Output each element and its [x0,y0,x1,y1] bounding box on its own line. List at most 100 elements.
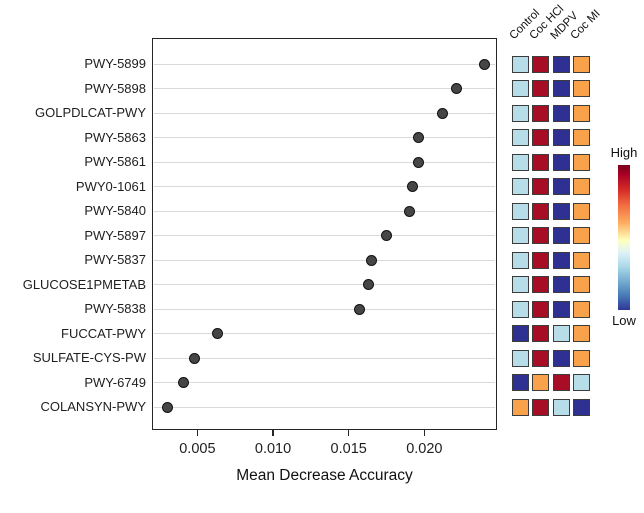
data-point [188,352,200,364]
heatmap-cell [572,251,590,269]
y-axis-category-label: FUCCAT-PWY [61,325,146,341]
heatmap-cell [552,227,570,244]
heatmap-cell [512,80,529,97]
heatmap-cell [512,374,529,391]
data-point [381,230,393,241]
heatmap-cell [552,178,570,195]
y-axis-category-label: SULFATE-CYS-PW [32,350,146,365]
grid-line [154,382,495,383]
heatmap-cell [572,80,590,97]
heatmap-cell [552,300,570,318]
data-point [406,181,418,192]
heatmap-cell [532,129,550,146]
data-point [403,205,415,217]
x-tick [272,430,274,436]
heatmap-cell [512,104,529,122]
y-axis-category-label: PWY-6749 [84,374,146,390]
heatmap-cell [532,276,550,293]
y-axis-category-label: PWY-5838 [84,301,146,316]
data-point [479,58,491,70]
heatmap-cell [532,325,550,342]
x-tick [347,430,350,436]
y-axis-category-label: COLANSYN-PWY [40,399,146,414]
y-axis-category-label: PWY-5837 [84,252,146,267]
y-axis-category-label: GLUCOSE1PMETAB [22,276,146,292]
heatmap-cell [512,251,529,269]
heatmap-cell [552,202,570,220]
heatmap-cell [512,325,529,342]
heatmap-cell [532,349,550,367]
heatmap-cell [572,129,590,146]
grid-line [154,333,495,334]
heatmap-cell [532,398,550,416]
heatmap-cell [572,202,590,220]
y-axis-category-label: PWY-5897 [84,227,146,243]
heatmap-cell [552,153,570,171]
plot-area [152,38,497,430]
heatmap-cell [532,374,550,391]
grid-line [154,63,495,65]
heatmap-cell [572,178,590,195]
heatmap-cell [532,178,550,195]
colorbar-gradient [618,165,630,310]
heatmap-cell [572,104,590,122]
data-point [412,156,424,168]
grid-line [154,357,495,359]
data-point [412,132,424,143]
grid-line [154,235,495,236]
heatmap-cell [512,300,529,318]
heatmap-cell [512,227,529,244]
heatmap-cell [532,80,550,97]
heatmap-cell [572,227,590,244]
heatmap-cell [552,398,570,416]
heatmap-cell [552,129,570,146]
x-axis-title: Mean Decrease Accuracy [236,467,413,484]
data-point [362,279,374,290]
x-tick [423,430,426,436]
heatmap-cell [552,349,570,367]
x-tick-label: 0.010 [254,441,292,457]
heatmap-cell [552,251,570,269]
heatmap-cell [532,55,550,73]
heatmap-cell [532,104,550,122]
data-point [161,401,173,413]
grid-line [154,137,495,138]
grid-line [154,308,495,310]
heatmap-cell [552,55,570,73]
heatmap-cell [512,55,529,73]
heatmap-cell [532,227,550,244]
grid-line [154,88,495,89]
y-axis-category-label: PWY-5899 [84,56,146,71]
colorbar-high-label: High [610,145,638,160]
heatmap-cell [512,398,529,416]
heatmap-cell [512,129,529,146]
heatmap-cell [512,276,529,293]
y-axis-category-label: PWY-5840 [84,203,146,218]
y-axis-category-label: PWY-5898 [84,80,146,96]
data-point [365,254,377,266]
heatmap-cell [512,153,529,171]
heatmap-cell [532,251,550,269]
x-tick-label: 0.005 [179,441,216,457]
data-point [450,83,462,94]
y-axis-category-label: GOLPDLCAT-PWY [34,105,146,120]
data-point [211,328,223,339]
heatmap-cell [572,398,590,416]
data-point [437,107,449,119]
heatmap-cell [532,202,550,220]
grid-line [154,112,495,114]
grid-line [154,284,495,285]
heatmap-cell [512,349,529,367]
heatmap-cell [572,374,590,391]
heatmap-cell [572,300,590,318]
x-tick-label: 0.015 [330,441,367,457]
data-point [353,303,365,315]
heatmap-cell [572,55,590,73]
grid-line [154,186,495,187]
heatmap-cell [552,374,570,391]
heatmap-cell [532,300,550,318]
heatmap-cell [572,153,590,171]
grid-line [154,161,495,163]
heatmap-cell [572,349,590,367]
